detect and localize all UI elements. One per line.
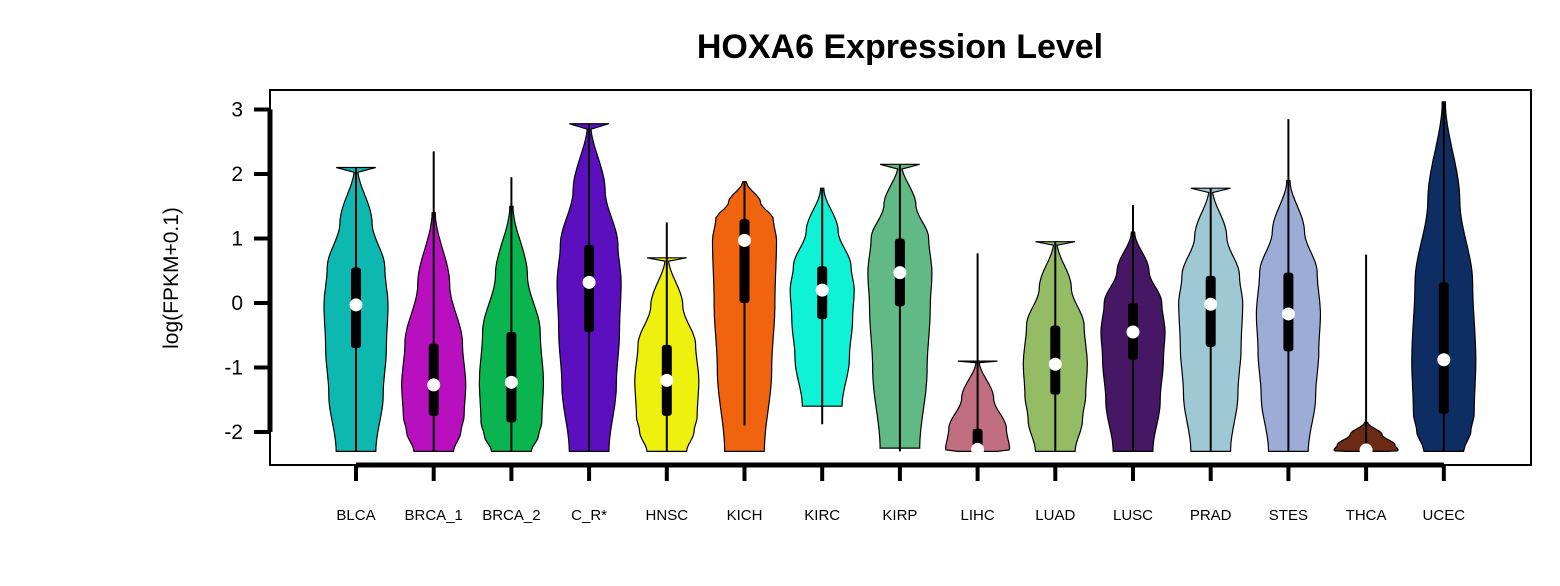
violin-iqr-box bbox=[739, 219, 750, 303]
violin-stes bbox=[1255, 119, 1321, 452]
violin-median-point bbox=[893, 266, 907, 280]
y-tick-label: 3 bbox=[231, 99, 243, 122]
violin-prad bbox=[1178, 187, 1244, 452]
x-tick-label: THCA bbox=[1346, 507, 1387, 524]
violin-brca-1 bbox=[401, 151, 467, 452]
x-tick-label: BRCA_1 bbox=[405, 507, 463, 524]
violin-hnsc bbox=[634, 222, 700, 452]
x-tick-label: STES bbox=[1269, 507, 1308, 524]
violin-median-point bbox=[1126, 325, 1140, 339]
violin-c-r- bbox=[556, 123, 622, 452]
violin-ucec bbox=[1411, 101, 1477, 452]
x-tick-label: BLCA bbox=[336, 507, 375, 524]
violin-median-point bbox=[1048, 357, 1062, 371]
y-tick-label: -2 bbox=[224, 421, 243, 444]
x-axis: BLCA BRCA_1 BRCA_2 C_R* HNSC KICH KIRC KIRP LIHC… bbox=[336, 462, 1466, 524]
violin-median-point bbox=[1359, 443, 1373, 457]
y-tick-label: -1 bbox=[224, 357, 243, 380]
violin-luad bbox=[1022, 241, 1088, 452]
violin-median-point bbox=[1281, 307, 1295, 321]
violin-median-point bbox=[582, 275, 596, 289]
violin-iqr-box bbox=[1438, 282, 1449, 414]
violin-median-point bbox=[1204, 297, 1218, 311]
violin-kirp bbox=[867, 163, 933, 452]
x-tick-label: C_R* bbox=[571, 507, 607, 524]
violin-median-point bbox=[660, 373, 674, 387]
x-tick-label: LUSC bbox=[1113, 507, 1153, 524]
x-tick-label: KIRP bbox=[882, 507, 917, 524]
violin-lihc bbox=[944, 253, 1011, 456]
violin-kich bbox=[711, 181, 778, 452]
x-tick-label: KIRC bbox=[804, 507, 840, 524]
violin-median-point bbox=[971, 442, 985, 456]
y-tick-label: 0 bbox=[231, 292, 243, 315]
violin-brca-2 bbox=[478, 177, 544, 452]
violin-median-point bbox=[738, 233, 751, 247]
x-tick-label: PRAD bbox=[1190, 507, 1232, 524]
violin-blca bbox=[323, 166, 389, 452]
violins bbox=[323, 101, 1477, 457]
x-tick-label: HNSC bbox=[646, 507, 689, 524]
x-tick-label: LUAD bbox=[1035, 507, 1075, 524]
violin-median-point bbox=[349, 298, 363, 312]
chart-title: HOXA6 Expression Level bbox=[697, 28, 1103, 66]
violin-kirc bbox=[789, 187, 855, 425]
violin-median-point bbox=[504, 375, 518, 389]
violin-iqr-box bbox=[1205, 275, 1216, 347]
violin-thca bbox=[1333, 254, 1399, 457]
y-axis: -2 -1 0 1 2 3 bbox=[224, 99, 273, 444]
violin-median-point bbox=[1437, 353, 1451, 367]
x-tick-label: UCEC bbox=[1423, 507, 1466, 524]
violin-median-point bbox=[815, 283, 829, 297]
x-tick-label: BRCA_2 bbox=[482, 507, 540, 524]
violin-lusc bbox=[1100, 204, 1166, 452]
x-tick-label: LIHC bbox=[961, 507, 995, 524]
y-tick-label: 2 bbox=[231, 163, 243, 186]
x-tick-label: KICH bbox=[727, 507, 763, 524]
y-axis-label: log(FPKM+0.1) bbox=[160, 207, 183, 349]
y-tick-label: 1 bbox=[231, 228, 243, 251]
violin-median-point bbox=[427, 378, 441, 392]
